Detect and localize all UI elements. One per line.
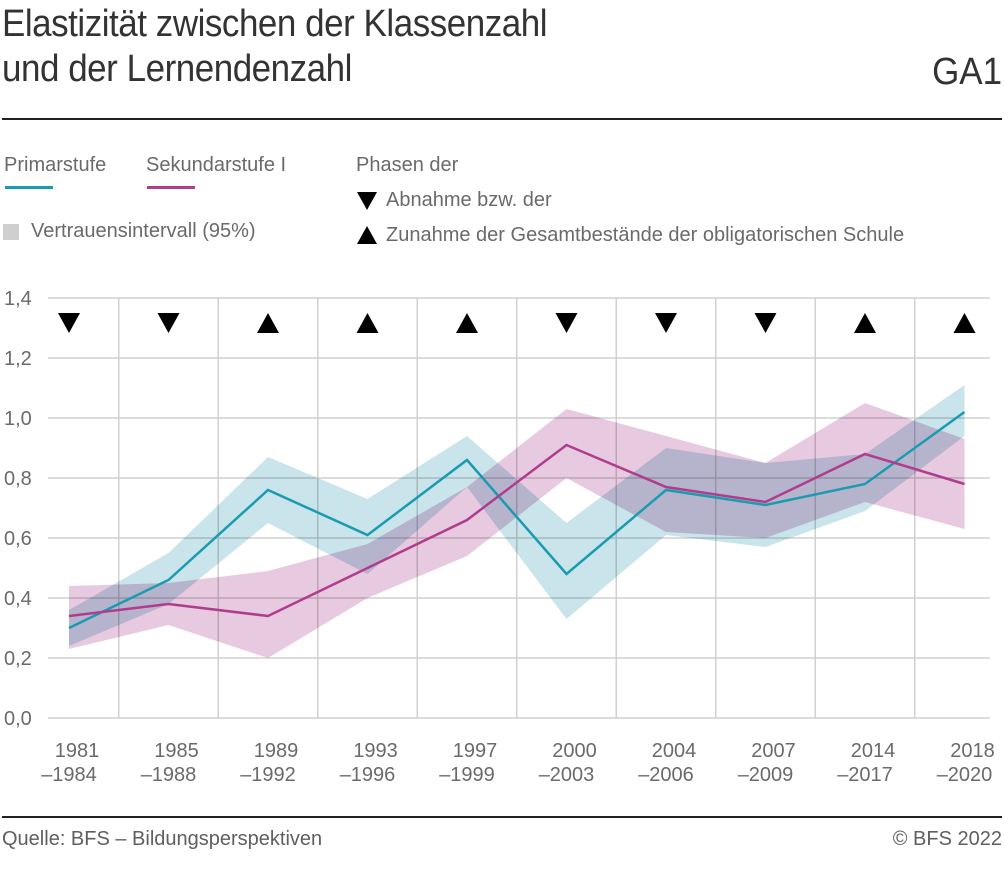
- triangle-up-icon: [357, 226, 377, 244]
- triangle-up-icon: [257, 313, 279, 333]
- triangle-down-icon: [157, 313, 180, 333]
- triangle-up-icon: [456, 313, 478, 333]
- x-tick-label: 1997: [453, 740, 498, 762]
- x-tick-label: –1999: [439, 764, 495, 786]
- x-tick-label: –1996: [340, 764, 396, 786]
- footer-divider: [2, 816, 1002, 818]
- copyright: © BFS 2022: [892, 828, 1002, 850]
- ci-band-sekundarstufe: [69, 403, 965, 658]
- x-tick-label: –1988: [141, 764, 197, 786]
- y-tick-label: 0,6: [4, 528, 32, 550]
- y-tick-label: 0,0: [4, 708, 32, 730]
- x-axis-ticks: 1981–1984 1985–1988 1989–1992 1993–1996 1997…: [41, 740, 995, 786]
- legend-ci-swatch: [3, 224, 19, 240]
- y-axis-ticks: 0,0 0,2 0,4 0,6 0,8 1,0 1,2 1,4: [4, 288, 32, 730]
- triangle-up-icon: [953, 313, 976, 333]
- triangle-down-icon: [754, 313, 777, 333]
- x-tick-label: 1985: [154, 740, 199, 762]
- triangle-down-icon: [655, 313, 677, 333]
- triangle-down-icon: [555, 313, 578, 333]
- y-tick-label: 1,0: [4, 408, 32, 430]
- triangle-up-icon: [854, 313, 876, 333]
- legend-phases-title: Phasen der: [356, 154, 459, 176]
- x-tick-label: –1992: [240, 764, 296, 786]
- y-tick-label: 0,2: [4, 648, 32, 670]
- x-tick-label: 1993: [353, 740, 398, 762]
- x-tick-label: 2004: [652, 740, 697, 762]
- title-line-2: und der Lernendenzahl: [2, 48, 352, 90]
- legend-primar-label: Primarstufe: [4, 154, 107, 176]
- chart-plot: 0,00,20,40,60,81,01,21,4 1981–19841985–1…: [4, 288, 995, 786]
- legend-primar-swatch: [5, 186, 53, 189]
- legend-sek-swatch: [147, 186, 195, 189]
- y-tick-label: 1,2: [4, 348, 32, 370]
- x-tick-label: 2014: [851, 740, 896, 762]
- phase-markers: [58, 313, 976, 333]
- chart-title: Elastizität zwischen der Klassenzahl und…: [2, 2, 547, 92]
- legend-sek-label: Sekundarstufe I: [146, 154, 287, 176]
- header-divider: [2, 118, 1002, 120]
- x-tick-label: 1981: [55, 740, 100, 762]
- triangle-down-icon: [58, 313, 80, 333]
- x-tick-label: 1989: [254, 740, 299, 762]
- triangle-down-icon: [357, 192, 377, 210]
- source-note: Quelle: BFS – Bildungsperspektiven: [2, 828, 323, 850]
- x-tick-label: –2003: [539, 764, 595, 786]
- line-sekundarstufe: [68, 443, 965, 618]
- y-tick-label: 0,4: [4, 588, 32, 610]
- x-tick-label: –2009: [738, 764, 794, 786]
- legend-ci-label: Vertrauensintervall (95%): [31, 220, 256, 242]
- chart-code: GA1: [932, 51, 1002, 93]
- line-primarstufe: [68, 410, 966, 630]
- x-tick-label: –2020: [937, 764, 993, 786]
- x-tick-label: 2000: [552, 740, 597, 762]
- x-tick-label: 2007: [751, 740, 796, 762]
- title-line-1: Elastizität zwischen der Klassenzahl: [2, 3, 548, 45]
- x-tick-label: –1984: [41, 764, 97, 786]
- x-tick-label: –2006: [638, 764, 694, 786]
- y-tick-label: 0,8: [4, 468, 32, 490]
- x-tick-label: 2018: [950, 740, 995, 762]
- legend-phase-down-label: Abnahme bzw. der: [386, 189, 552, 211]
- series-lines: [68, 410, 966, 630]
- legend-phase-up-label: Zunahme der Gesamtbestände der obligator…: [386, 224, 905, 246]
- x-tick-label: –2017: [837, 764, 893, 786]
- triangle-up-icon: [356, 313, 379, 333]
- y-tick-label: 1,4: [4, 288, 32, 310]
